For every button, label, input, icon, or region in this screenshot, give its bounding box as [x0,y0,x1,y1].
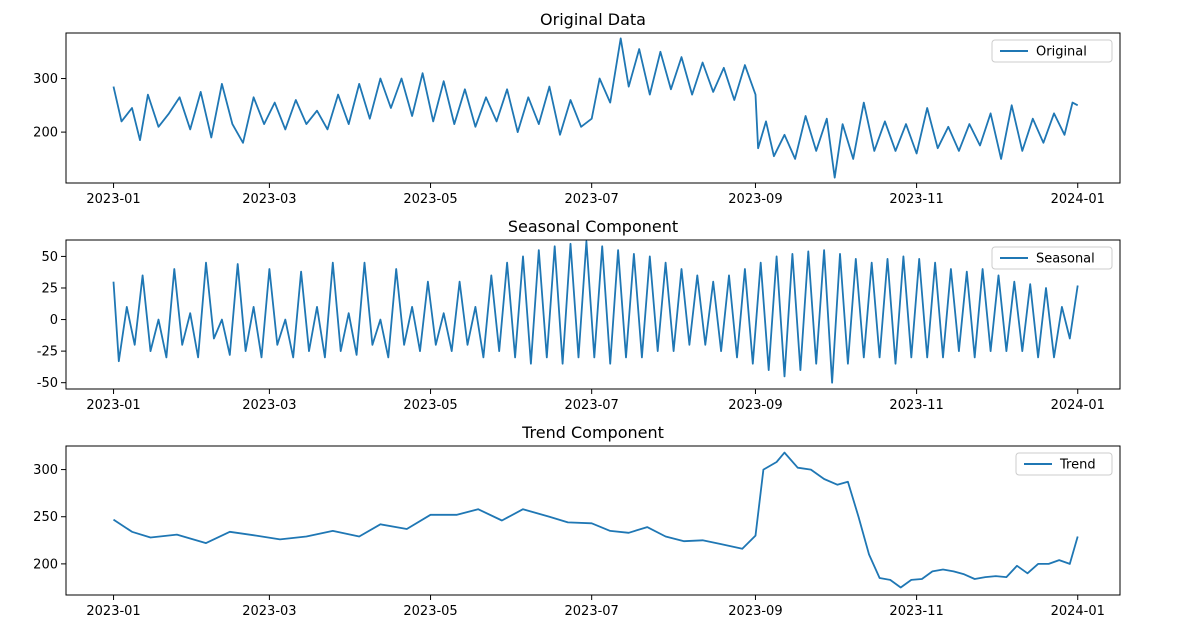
x-tick-label: 2023-05 [403,398,457,413]
y-tick-label: -50 [37,376,58,391]
x-tick-label: 2023-11 [889,192,943,207]
chart-title: Trend Component [521,423,664,442]
x-tick-label: 2023-05 [403,192,457,207]
x-tick-label: 2023-11 [889,398,943,413]
y-tick-label: 300 [33,72,58,87]
legend: Trend [1015,452,1113,476]
y-tick-label: 300 [33,463,58,478]
x-tick-label: 2023-03 [242,604,296,619]
x-tick-label: 2023-09 [728,398,782,413]
legend: Original [991,39,1113,63]
x-tick-label: 2023-03 [242,192,296,207]
y-tick-label: 250 [33,510,58,525]
legend-label: Seasonal [1036,252,1095,267]
x-tick-label: 2024-01 [1051,398,1105,413]
y-tick-label: 25 [41,281,58,296]
chart-panel-3: Trend Component 2023-01 2023-03 2023-05 2023… [33,423,1121,619]
legend-box [991,246,1113,270]
series-line-seasonal [112,240,1079,384]
axes-frame [65,239,1121,390]
y-tick-label: 0 [50,313,58,328]
chart-panel-1: Original Data 2023-01 2023-03 2023-05 2023-0… [33,10,1121,207]
y-tick-label: -25 [37,345,58,360]
x-tick-label: 2023-07 [565,192,619,207]
x-tick-label: 2023-11 [889,604,943,619]
x-tick-label: 2023-09 [728,192,782,207]
x-tick-label: 2023-01 [86,398,140,413]
chart-title: Original Data [540,10,646,29]
legend-label: Trend [1059,458,1096,473]
axes-frame [65,445,1121,596]
x-tick-label: 2023-09 [728,604,782,619]
x-tick-label: 2023-01 [86,604,140,619]
y-tick-label: 200 [33,557,58,572]
legend-box [1015,452,1113,476]
x-tick-label: 2023-05 [403,604,457,619]
chart-panel-2: Seasonal Component 2023-01 2023-03 2023-05 2… [37,217,1121,413]
chart-title: Seasonal Component [508,217,678,236]
x-tick-label: 2023-07 [565,398,619,413]
legend-box [991,39,1113,63]
y-tick-label: 50 [41,250,58,265]
y-tick-label: 200 [33,126,58,141]
x-tick-label: 2023-01 [86,192,140,207]
x-tick-label: 2023-07 [565,604,619,619]
x-tick-label: 2024-01 [1051,604,1105,619]
legend: Seasonal [991,246,1113,270]
series-line-trend [113,451,1079,589]
x-tick-label: 2024-01 [1051,192,1105,207]
series-line-original [112,37,1079,179]
legend-label: Original [1036,45,1087,60]
axes-frame [65,32,1121,184]
x-tick-label: 2023-03 [242,398,296,413]
